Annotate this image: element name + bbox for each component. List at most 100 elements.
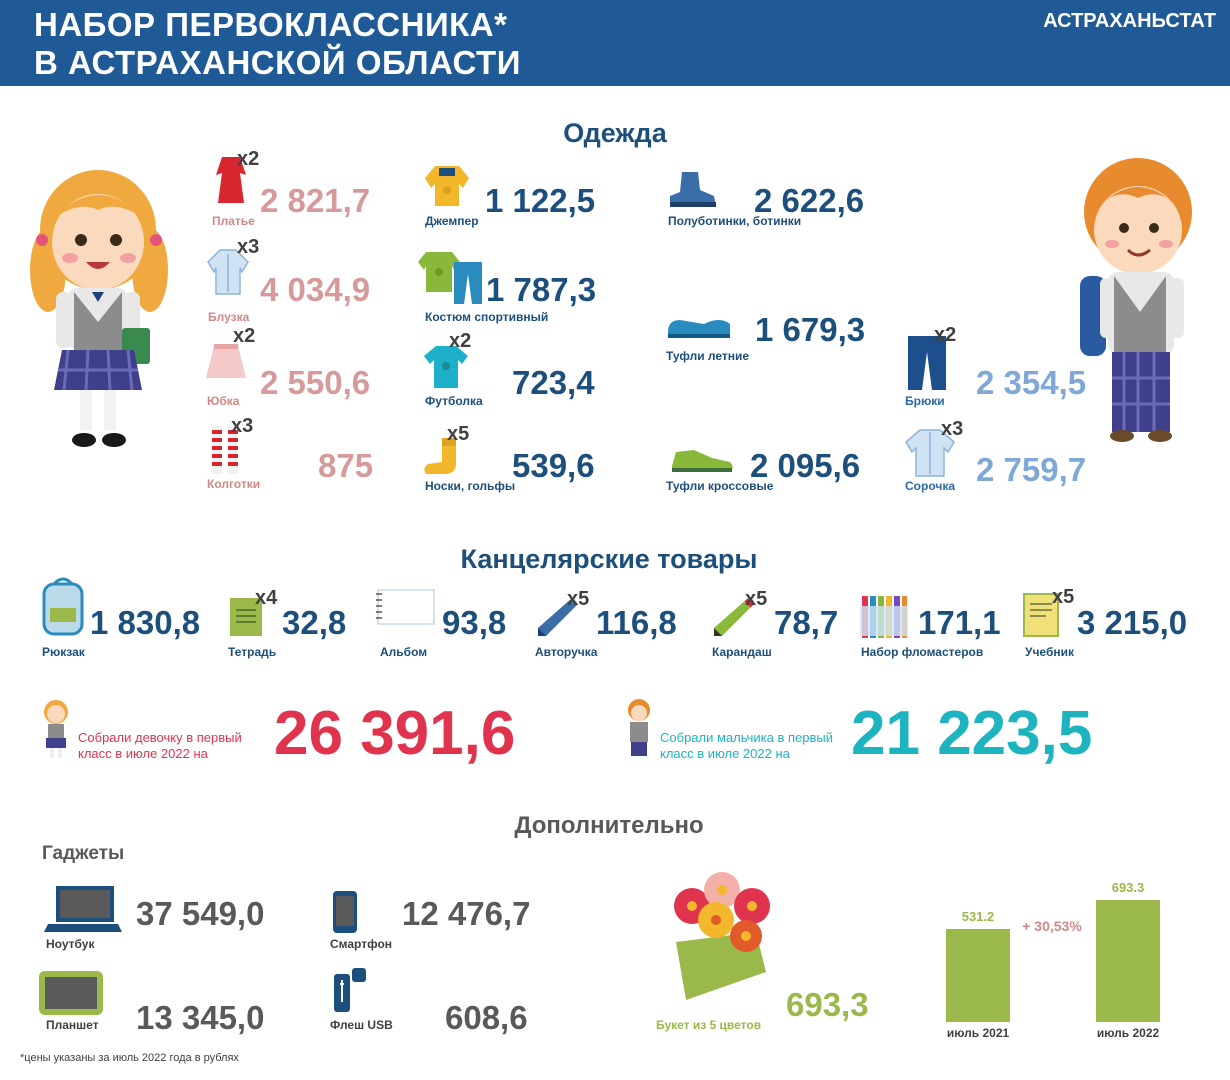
usb-label: Флеш USB [330,1018,393,1032]
title-line-2: В АСТРАХАНСКОЙ ОБЛАСТИ [34,44,521,81]
trousers-value: 2 354,5 [976,364,1087,401]
chart-growth-annotation: + 30,53% [1022,918,1082,934]
trousers-icon [908,336,946,390]
dress-value: 2 821,7 [260,182,371,219]
bouquet-label: Букет из 5 цветов [656,1018,762,1032]
socks-icon [424,438,456,474]
sweater-label: Джемпер [425,214,479,228]
smartphone-label: Смартфон [330,937,393,951]
usb-icon [334,968,366,1012]
tights-icon [212,426,238,474]
extra-heading: Дополнительно [514,812,704,839]
dress-label: Платье [212,214,255,228]
chart-category-label: июль 2021 [946,1026,1010,1040]
chart-bar [1096,900,1160,1022]
sweater-icon [425,166,469,206]
boy-total-text: Собрали мальчика в первый класс в июле 2… [660,730,834,761]
shirt-label: Сорочка [905,479,956,493]
girl-illustration [30,170,168,447]
pencil-multiplier: x5 [745,588,768,610]
boy-small-icon [628,699,650,756]
usb-value: 608,6 [445,999,528,1036]
notebook-label: Тетрадь [228,645,277,659]
trousers-label: Брюки [905,394,945,408]
blouse-icon [207,249,249,295]
smartphone-value: 12 476,7 [402,895,531,932]
trousers-multiplier: x2 [934,324,957,346]
smartphone-icon [333,891,357,933]
chart-value-label: 531.2 [961,909,995,924]
textbook-icon [1023,593,1059,637]
sandals-value: 1 679,3 [755,311,866,348]
markers-value: 171,1 [918,604,1001,641]
tshirt-multiplier: x2 [449,330,472,352]
markers-label: Набор фломастеров [861,645,984,659]
pencil-label: Карандаш [712,645,772,659]
shirt-multiplier: x3 [941,418,964,440]
sketchbook-label: Альбом [380,645,428,659]
sketchbook-icon [376,589,435,625]
chart-bar [946,929,1010,1022]
socks-multiplier: x5 [447,423,470,445]
boots-icon [670,172,716,207]
sneakers-label: Туфли кроссовые [666,479,774,493]
sneakers-value: 2 095,6 [750,447,861,484]
notebook-value: 32,8 [282,604,347,641]
sandals-label: Туфли летние [666,349,750,363]
tights-multiplier: x3 [231,415,254,437]
boots-label: Полуботинки, ботинки [668,214,802,228]
dress-icon [216,157,246,203]
pencil-value: 78,7 [774,604,839,641]
bouquet-icon [674,872,770,1000]
boots-value: 2 622,6 [754,182,865,219]
notebook-multiplier: x4 [255,587,278,609]
backpack-value: 1 830,8 [90,604,201,641]
tights-value: 875 [318,447,374,484]
boy-total-value: 21 223,5 [851,699,1093,768]
boy-illustration [1080,158,1192,442]
markers-icon [860,596,908,638]
skirt-label: Юбка [207,394,240,408]
skirt-icon [206,344,246,378]
sweater-value: 1 122,5 [485,182,596,219]
tracksuit-icon [418,252,482,304]
laptop-icon [44,886,122,932]
pen-icon [538,598,578,636]
blouse-label: Блузка [208,310,250,324]
backpack-label: Рюкзак [42,645,85,659]
tracksuit-value: 1 787,3 [486,271,597,308]
stationery-heading: Канцелярские товары [460,544,758,574]
organization-name: АСТРАХАНЬСТАТ [1043,10,1216,32]
tshirt-label: Футболка [425,394,483,408]
dress-multiplier: x2 [237,148,260,170]
pen-multiplier: x5 [567,588,590,610]
chart-category-label: июль 2022 [1096,1026,1160,1040]
girl-total-value: 26 391,6 [274,699,516,768]
footnote: *цены указаны за июль 2022 года в рублях [20,1052,239,1064]
shirt-value: 2 759,7 [976,451,1087,488]
sandals-icon [668,320,730,338]
pen-label: Авторучка [535,645,598,659]
tablet-value: 13 345,0 [136,999,265,1036]
blouse-value: 4 034,9 [260,271,371,308]
skirt-multiplier: x2 [233,325,256,347]
skirt-value: 2 550,6 [260,364,371,401]
sneakers-icon [672,450,733,472]
gadgets-heading: Гаджеты [42,843,125,864]
tracksuit-label: Костюм спортивный [425,310,549,324]
tablet-label: Планшет [46,1018,99,1032]
title-line-1: НАБОР ПЕРВОКЛАССНИКА* [34,6,508,43]
socks-value: 539,6 [512,447,595,484]
tights-label: Колготки [207,477,261,491]
girl-small-icon [44,700,68,758]
textbook-multiplier: x5 [1052,586,1075,608]
bouquet-value: 693,3 [786,986,869,1023]
chart-value-label: 693.3 [1111,880,1145,895]
textbook-value: 3 215,0 [1077,604,1188,641]
backpack-icon [42,577,84,636]
sketchbook-value: 93,8 [442,604,507,641]
socks-label: Носки, гольфы [425,479,516,493]
shirt-icon [905,429,955,477]
textbook-label: Учебник [1025,645,1074,659]
girl-total-text: Собрали девочку в первый класс в июле 20… [78,730,242,761]
